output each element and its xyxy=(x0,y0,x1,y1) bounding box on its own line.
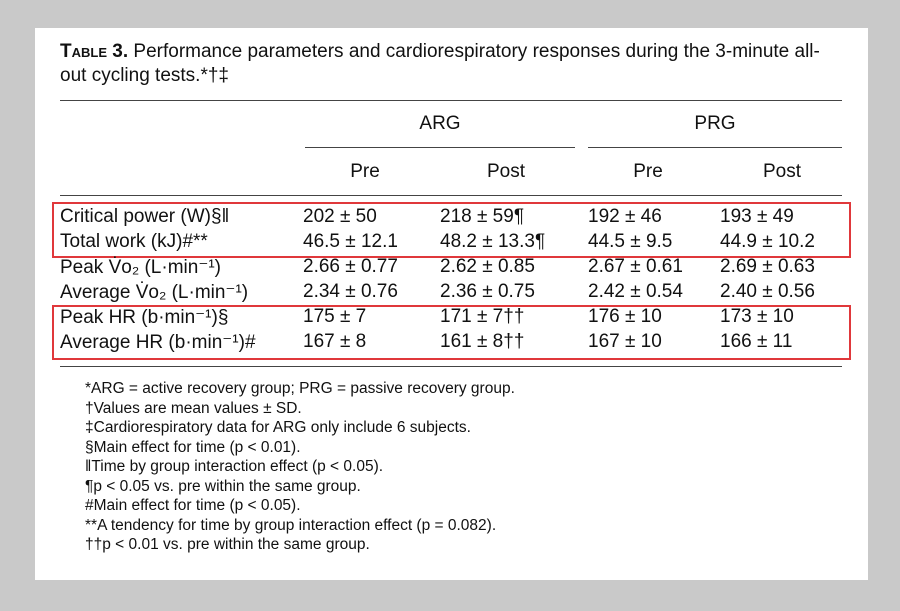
cell-value: 192 ± 46 xyxy=(588,206,662,227)
rule xyxy=(305,147,575,148)
cell-value: 2.34 ± 0.76 xyxy=(303,281,398,302)
cell-value: 161 ± 8†† xyxy=(440,331,525,352)
row-label: Peak V̇o₂ (L·min⁻¹) xyxy=(60,257,221,278)
caption: Table 3. Performance parameters and card… xyxy=(60,40,830,88)
cell-value: 171 ± 7†† xyxy=(440,306,525,327)
row-label: Critical power (W)§‖ xyxy=(60,206,230,227)
cell-value: 48.2 ± 13.3¶ xyxy=(440,231,546,252)
caption-label: Table 3. xyxy=(60,41,129,62)
cell-value: 2.42 ± 0.54 xyxy=(588,281,683,302)
cell-value: 193 ± 49 xyxy=(720,206,794,227)
rule xyxy=(60,100,842,101)
highlight-box xyxy=(52,305,851,360)
cell-value: 218 ± 59¶ xyxy=(440,206,525,227)
cell-value: 173 ± 10 xyxy=(720,306,794,327)
cell-value: 202 ± 50 xyxy=(303,206,377,227)
footnote: ¶p < 0.05 vs. pre within the same group. xyxy=(85,477,361,495)
rule xyxy=(60,366,842,367)
footnote: #Main effect for time (p < 0.05). xyxy=(85,497,301,514)
row-label: Average HR (b·min⁻¹)# xyxy=(60,332,256,353)
row-label: Average V̇o₂ (L·min⁻¹) xyxy=(60,282,249,303)
highlight-box xyxy=(52,202,851,258)
cell-value: 167 ± 10 xyxy=(588,331,662,352)
panel xyxy=(35,28,868,580)
cell-value: 44.9 ± 10.2 xyxy=(720,231,815,252)
cell-value: 176 ± 10 xyxy=(588,306,662,327)
footnote: ††p < 0.01 vs. pre within the same group… xyxy=(85,536,370,553)
cell-value: 2.67 ± 0.61 xyxy=(588,256,683,277)
row-label: Total work (kJ)#** xyxy=(60,231,208,252)
rule xyxy=(60,195,842,196)
cell-value: 44.5 ± 9.5 xyxy=(588,231,673,252)
sub-header: Pre xyxy=(633,161,663,182)
footnote: ‡Cardiorespiratory data for ARG only inc… xyxy=(85,419,471,436)
cell-value: 2.62 ± 0.85 xyxy=(440,256,535,277)
sub-header: Post xyxy=(486,161,526,182)
rule xyxy=(588,147,842,148)
group-header: PRG xyxy=(694,113,736,134)
row-label: Peak HR (b·min⁻¹)§ xyxy=(60,307,229,328)
cell-value: 2.69 ± 0.63 xyxy=(720,256,815,277)
cell-value: 166 ± 11 xyxy=(720,331,793,352)
sub-header: Pre xyxy=(350,161,380,182)
footnote: §Main effect for time (p < 0.01). xyxy=(85,438,301,456)
cell-value: 46.5 ± 12.1 xyxy=(303,231,398,252)
sub-header: Post xyxy=(762,161,802,182)
cell-value: 2.36 ± 0.75 xyxy=(440,281,535,302)
footnote: **A tendency for time by group interacti… xyxy=(85,516,497,534)
cell-value: 2.40 ± 0.56 xyxy=(720,281,815,302)
cell-value: 2.66 ± 0.77 xyxy=(303,256,398,277)
group-header: ARG xyxy=(419,113,461,134)
cell-value: 175 ± 7 xyxy=(303,306,367,327)
footnote: †Values are mean values ± SD. xyxy=(85,399,302,417)
footnote: *ARG = active recovery group; PRG = pass… xyxy=(85,380,515,397)
footnote: ‖Time by group interaction effect (p < 0… xyxy=(85,458,384,475)
cell-value: 167 ± 8 xyxy=(303,331,367,352)
caption-text: Performance parameters and cardiorespira… xyxy=(60,41,820,86)
